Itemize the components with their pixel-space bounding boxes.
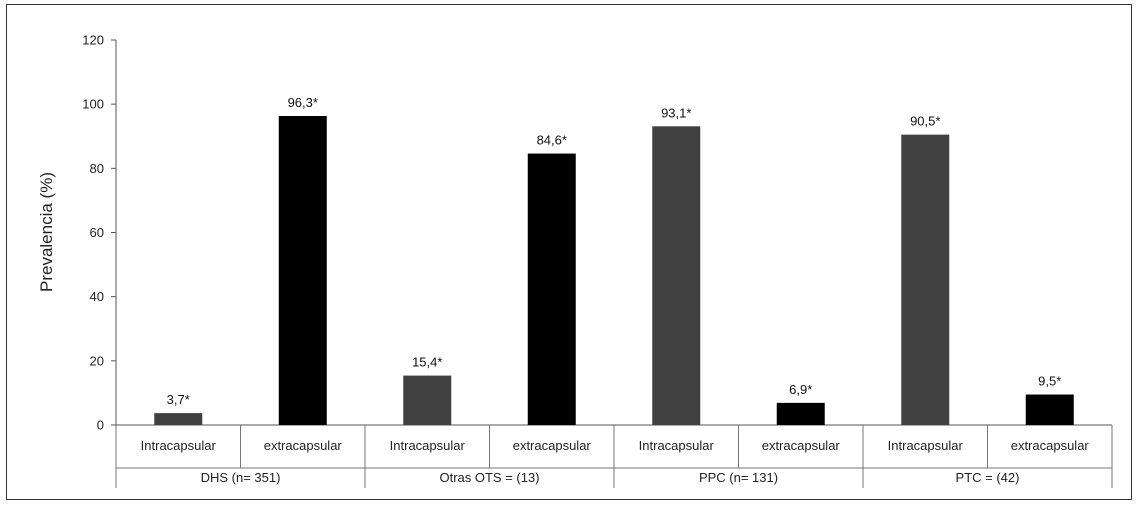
y-tick-label: 0 [97, 418, 104, 433]
data-label: 15,4* [412, 355, 442, 370]
bar [652, 126, 701, 425]
data-label: 96,3* [288, 95, 318, 110]
data-label: 9,5* [1038, 374, 1061, 389]
bar [154, 413, 203, 425]
group-label: Otras OTS = (13) [439, 470, 539, 485]
y-tick-label: 120 [82, 33, 104, 48]
category-label: extracapsular [1011, 438, 1090, 453]
bar [901, 134, 950, 426]
category-label: extracapsular [513, 438, 592, 453]
category-label: Intracapsular [888, 438, 964, 453]
data-label: 6,9* [789, 382, 812, 397]
labels: 3,7* Intracapsular 96,3* extracapsular DHS (… [141, 95, 1090, 485]
bar [403, 375, 452, 425]
axes: 0 20 40 60 80 100 120 [82, 33, 1113, 488]
category-label: extracapsular [762, 438, 841, 453]
figure-frame [6, 4, 1132, 500]
bar [278, 116, 327, 425]
bar [776, 402, 825, 425]
bar [527, 153, 576, 425]
y-tick-label: 40 [90, 289, 104, 304]
y-tick-label: 20 [90, 353, 104, 368]
category-label: Intracapsular [639, 438, 715, 453]
group-label: PPC (n= 131) [699, 470, 778, 485]
data-label: 84,6* [537, 133, 567, 148]
y-tick-label: 80 [90, 161, 104, 176]
y-tick-label: 100 [82, 97, 104, 112]
category-label: Intracapsular [141, 438, 217, 453]
data-label: 90,5* [910, 114, 940, 129]
y-tick-label: 60 [90, 225, 104, 240]
category-label: extracapsular [264, 438, 343, 453]
data-label: 3,7* [167, 392, 190, 407]
y-axis-title: Prevalencia (%) [37, 172, 56, 292]
data-label: 93,1* [661, 105, 691, 120]
group-label: PTC = (42) [956, 470, 1020, 485]
bars [154, 116, 1074, 426]
group-label: DHS (n= 351) [201, 470, 281, 485]
category-label: Intracapsular [390, 438, 466, 453]
bar [1025, 394, 1074, 425]
